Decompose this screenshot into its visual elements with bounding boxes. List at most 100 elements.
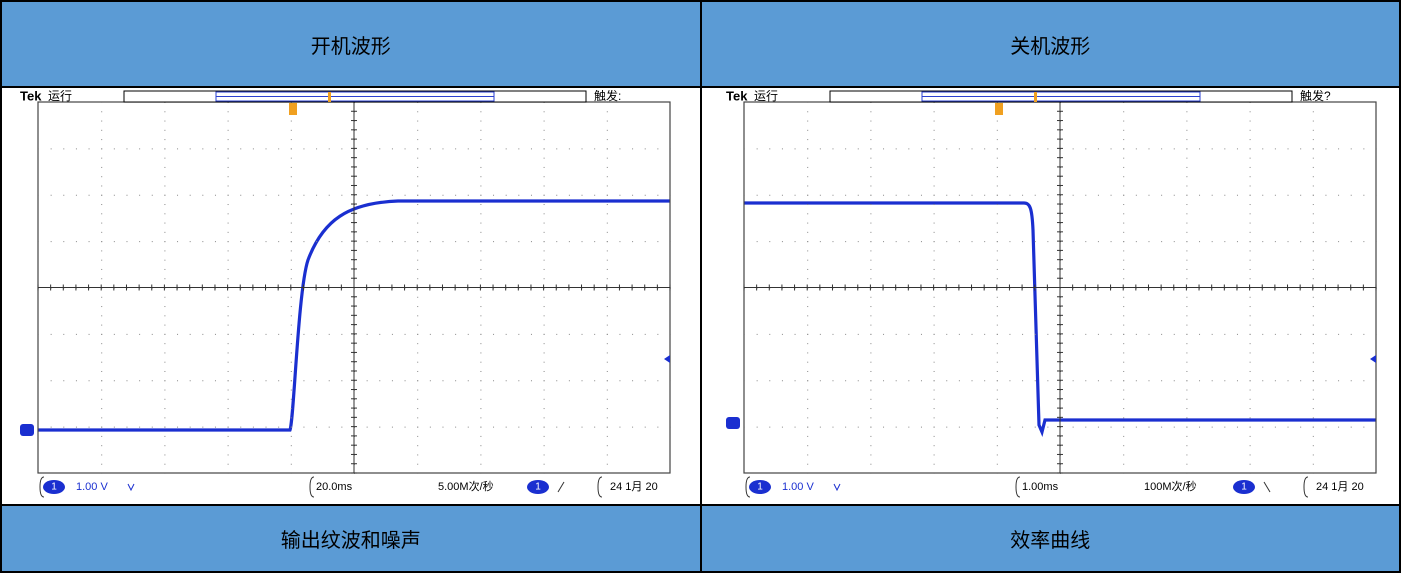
grid-dot bbox=[996, 176, 997, 177]
grid-dot bbox=[832, 334, 833, 335]
grid-dot bbox=[480, 121, 481, 122]
grid-dot bbox=[291, 436, 292, 437]
grid-dot bbox=[228, 148, 229, 149]
grid-dot bbox=[139, 241, 140, 242]
scope-cell: Tek运行触发?11.00 V1.00ms100M次/秒124 1月 20 bbox=[701, 87, 1401, 505]
grid-dot bbox=[870, 445, 871, 446]
grid-dot bbox=[51, 148, 52, 149]
grid-dot bbox=[101, 408, 102, 409]
grid-dot bbox=[1123, 454, 1124, 455]
grid-dot bbox=[1186, 390, 1187, 391]
grid-dot bbox=[1123, 325, 1124, 326]
grid-dot bbox=[1186, 408, 1187, 409]
grid-dot bbox=[76, 148, 77, 149]
grid-dot bbox=[920, 380, 921, 381]
grid-dot bbox=[417, 139, 418, 140]
grid-dot bbox=[883, 427, 884, 428]
grid-dot bbox=[76, 380, 77, 381]
grid-dot bbox=[632, 334, 633, 335]
grid-dot bbox=[920, 195, 921, 196]
grid-dot bbox=[1262, 148, 1263, 149]
grid-dot bbox=[455, 241, 456, 242]
grid-dot bbox=[870, 130, 871, 131]
grid-dot bbox=[946, 195, 947, 196]
grid-dot bbox=[1085, 427, 1086, 428]
grid-dot bbox=[632, 195, 633, 196]
grid-dot bbox=[367, 334, 368, 335]
grid-dot bbox=[1186, 436, 1187, 437]
grid-dot bbox=[442, 334, 443, 335]
grid-dot bbox=[442, 427, 443, 428]
grid-dot bbox=[228, 139, 229, 140]
grid-dot bbox=[493, 334, 494, 335]
grid-dot bbox=[228, 121, 229, 122]
grid-dot bbox=[958, 148, 959, 149]
grid-dot bbox=[607, 352, 608, 353]
grid-dot bbox=[253, 427, 254, 428]
grid-dot bbox=[291, 241, 292, 242]
grid-dot bbox=[164, 417, 165, 418]
grid-dot bbox=[1287, 427, 1288, 428]
grid-dot bbox=[1072, 241, 1073, 242]
grid-dot bbox=[607, 380, 608, 381]
grid-dot bbox=[114, 148, 115, 149]
grid-dot bbox=[405, 195, 406, 196]
grid-dot bbox=[1034, 148, 1035, 149]
grid-dot bbox=[920, 334, 921, 335]
grid-dot bbox=[1186, 325, 1187, 326]
grid-dot bbox=[1249, 352, 1250, 353]
grid-dot bbox=[781, 334, 782, 335]
grid-dot bbox=[228, 408, 229, 409]
trigger-status: 触发: bbox=[594, 90, 621, 103]
grid-dot bbox=[1047, 148, 1048, 149]
grid-dot bbox=[607, 436, 608, 437]
grid-dot bbox=[164, 139, 165, 140]
header-cell: 关机波形 bbox=[701, 1, 1401, 87]
grid-dot bbox=[657, 334, 658, 335]
grid-dot bbox=[316, 334, 317, 335]
grid-dot bbox=[480, 241, 481, 242]
grid-dot bbox=[480, 139, 481, 140]
grid-dot bbox=[101, 139, 102, 140]
grid-dot bbox=[101, 102, 102, 103]
grid-dot bbox=[996, 352, 997, 353]
grid-dot bbox=[933, 325, 934, 326]
grid-dot bbox=[807, 102, 808, 103]
grid-dot bbox=[607, 176, 608, 177]
grid-dot bbox=[480, 399, 481, 400]
grid-dot bbox=[1047, 195, 1048, 196]
grid-dot bbox=[895, 148, 896, 149]
grid-dot bbox=[1236, 427, 1237, 428]
grid-dot bbox=[807, 297, 808, 298]
grid-dot bbox=[1312, 306, 1313, 307]
grid-dot bbox=[1161, 334, 1162, 335]
grid-dot bbox=[582, 241, 583, 242]
grid-dot bbox=[1123, 223, 1124, 224]
grid-dot bbox=[819, 241, 820, 242]
grid-dot bbox=[607, 334, 608, 335]
grid-dot bbox=[594, 427, 595, 428]
grid-dot bbox=[870, 464, 871, 465]
grid-dot bbox=[1034, 380, 1035, 381]
grid-dot bbox=[417, 204, 418, 205]
grid-dot bbox=[38, 380, 39, 381]
grid-dot bbox=[101, 371, 102, 372]
grid-dot bbox=[1123, 130, 1124, 131]
grid-dot bbox=[405, 241, 406, 242]
grid-dot bbox=[996, 195, 997, 196]
grid-dot bbox=[291, 195, 292, 196]
grid-dot bbox=[807, 371, 808, 372]
grid-dot bbox=[101, 436, 102, 437]
grid-dot bbox=[1123, 399, 1124, 400]
grid-dot bbox=[1148, 380, 1149, 381]
grid-dot bbox=[744, 427, 745, 428]
grid-dot bbox=[1186, 334, 1187, 335]
grid-dot bbox=[544, 278, 545, 279]
grid-dot bbox=[984, 241, 985, 242]
grid-dot bbox=[996, 139, 997, 140]
grid-dot bbox=[870, 380, 871, 381]
grid-dot bbox=[883, 148, 884, 149]
grid-dot bbox=[164, 371, 165, 372]
grid-dot bbox=[531, 148, 532, 149]
grid-dot bbox=[480, 417, 481, 418]
